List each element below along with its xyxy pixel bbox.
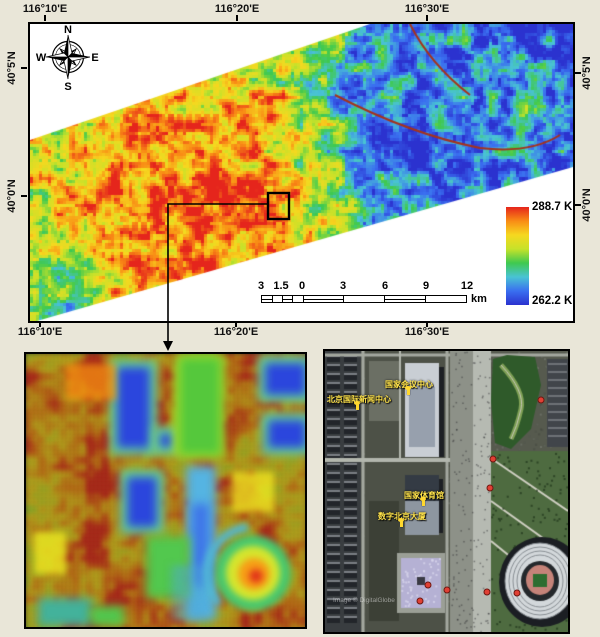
lst-map-raster: [30, 24, 573, 321]
place-label: 数字北京大厦: [378, 511, 426, 527]
scale-number: 9: [422, 280, 430, 292]
legend-min-label: 262.2 K: [532, 295, 573, 307]
place-label: 国家会议中心: [385, 379, 433, 395]
scale-number: 6: [381, 280, 389, 292]
scale-bar: [261, 295, 467, 303]
scale-bar-midline: [302, 299, 344, 300]
compass-point: [63, 56, 72, 80]
pushpin-icon: [397, 518, 404, 527]
scale-number: 1.5: [273, 280, 289, 292]
pushpin-icon: [353, 401, 360, 410]
legend-max-label: 288.7 K: [532, 201, 573, 213]
site-marker: [443, 586, 451, 594]
site-marker: [486, 484, 494, 492]
axis-label-top: 116°30'E: [404, 3, 450, 15]
axis-label-top: 116°10'E: [22, 3, 68, 15]
compass-e: E: [91, 52, 98, 64]
axis-label-left: 40°0'N: [6, 179, 18, 213]
thermal-zoom-canvas: [26, 354, 305, 627]
scale-number: 3: [339, 280, 347, 292]
axis-label-top: 116°20'E: [214, 3, 260, 15]
scale-number: 0: [298, 280, 306, 292]
site-marker: [513, 589, 521, 597]
axis-tick-left: [21, 67, 27, 69]
axis-tick-bottom: [426, 321, 428, 327]
place-label: 北京国际新闻中心: [327, 394, 391, 410]
axis-label-bottom: 116°20'E: [213, 326, 259, 338]
axis-tick-top: [44, 15, 46, 21]
compass-point: [45, 52, 69, 61]
place-label: 国家体育馆: [404, 490, 444, 506]
compass-s: S: [64, 81, 71, 93]
scale-bar-divider: [343, 296, 345, 302]
compass-n: N: [64, 24, 72, 36]
axis-tick-bottom: [235, 321, 237, 327]
compass-rose: N E S W: [36, 24, 99, 93]
scale-bar-midline: [282, 299, 293, 300]
lst-map-frame: 288.7 K 262.2 K km 3 1.5 0 3 6 9 12: [28, 22, 575, 323]
compass-point: [64, 34, 73, 58]
axis-tick-bottom: [39, 321, 41, 327]
site-marker: [424, 581, 432, 589]
axis-label-bottom: 116°10'E: [17, 326, 63, 338]
arrow-head-icon: [163, 341, 173, 351]
compass-w: W: [36, 52, 47, 64]
site-marker: [537, 396, 545, 404]
pushpin-icon: [404, 386, 411, 395]
compass-point: [67, 53, 91, 62]
legend-gradient: [506, 207, 529, 305]
scale-number: 3: [257, 280, 265, 292]
satellite-canvas: [325, 351, 568, 632]
scale-number: 12: [460, 280, 474, 292]
pushpin-icon: [420, 497, 426, 506]
axis-label-right: 40°0'N: [581, 188, 593, 222]
scale-bar-midline: [384, 299, 426, 300]
site-marker: [483, 588, 491, 596]
axis-tick-right: [575, 72, 581, 74]
scale-bar-divider: [292, 296, 294, 302]
scale-bar-midline: [262, 299, 273, 300]
axis-tick-right: [575, 204, 581, 206]
site-marker: [416, 597, 424, 605]
watermark-text: Image © DigitalGlobe: [333, 597, 395, 604]
site-marker: [489, 455, 497, 463]
axis-label-bottom: 116°30'E: [404, 326, 450, 338]
compass-star: [45, 34, 91, 80]
scale-bar-divider: [272, 296, 274, 302]
axis-tick-top: [426, 15, 428, 21]
axis-tick-top: [236, 15, 238, 21]
axis-label-right: 40°5'N: [581, 56, 593, 90]
satellite-inset: 国家会议中心 北京国际新闻中心国家体育馆数字北京大厦 Image © Digita…: [323, 349, 570, 634]
axis-tick-left: [21, 195, 27, 197]
scale-bar-divider: [425, 296, 427, 302]
axis-label-left: 40°5'N: [6, 51, 18, 85]
thermal-zoom-inset: [24, 352, 307, 629]
scale-unit: km: [471, 293, 487, 305]
